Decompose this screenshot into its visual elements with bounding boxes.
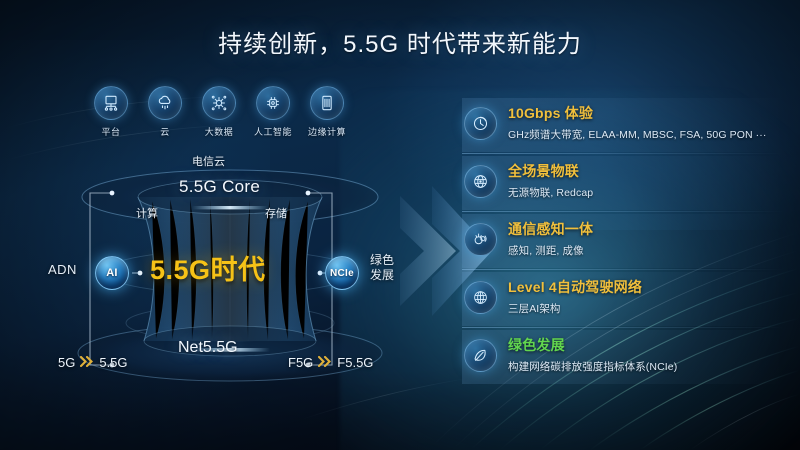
capability-item-big-data[interactable]: 大数据 (196, 86, 242, 138)
transition-arrow-icon (400, 186, 492, 316)
badge-ncie[interactable]: NCIe (325, 256, 359, 290)
capability-subtitle: 感知, 测距, 成像 (508, 245, 584, 257)
capability-item-ai[interactable]: 人工智能 (250, 86, 296, 138)
capability-row-green[interactable]: 绿色发展 构建网络碳排放强度指标体系(NCIe) (462, 328, 794, 386)
evolution-from: 5G (58, 355, 76, 370)
diagram-graphics (77, 169, 383, 382)
row-separator (462, 269, 784, 270)
capability-title: 全场景物联 (508, 163, 579, 179)
capability-subtitle: 三层AI架构 (508, 303, 561, 315)
capability-label: 平台 (101, 127, 121, 137)
page-title: 持续创新，5.5G 时代带来新能力 (218, 31, 582, 58)
label-adn: ADN (48, 262, 77, 277)
ai-chip-icon (256, 86, 290, 120)
capability-title: 通信感知一体 (508, 221, 594, 237)
row-separator (462, 211, 784, 212)
capability-row-iot[interactable]: 全场景物联 无源物联, Redcap (462, 154, 794, 212)
label-compute: 计算 (136, 208, 158, 220)
capability-icon-row: 平台 云 大数据 (88, 86, 350, 138)
capability-subtitle: GHz频谱大带宽, ELAA-MM, MBSC, FSA, 50G PON ··… (508, 129, 767, 141)
iot-globe-icon (464, 165, 497, 198)
big-data-icon (202, 86, 236, 120)
capability-row-sensing[interactable]: 通信感知一体 感知, 测距, 成像 (462, 212, 794, 270)
autonomous-net-icon (464, 281, 497, 314)
cloud-icon (148, 86, 182, 120)
evolution-to: F5.5G (337, 355, 374, 370)
label-5-5g-era: 5.5G时代 (150, 255, 266, 285)
capability-item-platform[interactable]: 平台 (88, 86, 134, 138)
capability-item-edge-computing[interactable]: 边缘计算 (304, 86, 350, 138)
label-5g-core: 5.5G Core (179, 177, 261, 196)
capability-title: 10Gbps 体验 (508, 105, 594, 121)
capability-title: 绿色发展 (508, 337, 565, 353)
sensing-radar-icon (464, 223, 497, 256)
evolution-f5g: F5G F5.5G (288, 355, 373, 370)
capability-subtitle: 无源物联, Redcap (508, 187, 594, 199)
row-separator (462, 153, 784, 154)
capability-label: 大数据 (204, 127, 234, 137)
capability-label: 边缘计算 (307, 127, 346, 137)
capability-row-autonomous[interactable]: Level 4自动驾驶网络 三层AI架构 (462, 270, 794, 328)
badge-ai[interactable]: AI (95, 256, 129, 290)
chevron-right-icon (318, 355, 332, 370)
capability-label: 云 (160, 127, 170, 137)
capability-label: 人工智能 (253, 127, 292, 137)
capability-title: Level 4自动驾驶网络 (508, 279, 643, 295)
capability-list: 10Gbps 体验 GHz频谱大带宽, ELAA-MM, MBSC, FSA, … (462, 96, 794, 386)
edge-computing-icon (310, 86, 344, 120)
platform-icon (94, 86, 128, 120)
leaf-icon (464, 339, 497, 372)
speed-gauge-icon (464, 107, 497, 140)
green-dev-line1: 绿色 (370, 253, 395, 267)
hourglass-diagram: 电信云 5.5G Core 计算 存储 ADN 绿色 发展 5.5G时代 Net5… (40, 145, 420, 395)
evolution-to: 5.5G (99, 355, 128, 370)
row-separator (462, 327, 784, 328)
evolution-from: F5G (288, 355, 314, 370)
label-storage: 存储 (265, 208, 287, 220)
label-telecom-cloud: 电信云 (192, 156, 225, 168)
capability-item-cloud[interactable]: 云 (142, 86, 188, 138)
chevron-right-icon (80, 355, 94, 370)
capability-subtitle: 构建网络碳排放强度指标体系(NCIe) (508, 361, 678, 373)
capability-row-10gbps[interactable]: 10Gbps 体验 GHz频谱大带宽, ELAA-MM, MBSC, FSA, … (462, 96, 794, 154)
label-green-development: 绿色 发展 (370, 253, 394, 283)
label-net55g: Net5.5G (178, 339, 238, 356)
green-dev-line2: 发展 (370, 268, 395, 282)
evolution-5g: 5G 5.5G (58, 355, 128, 370)
